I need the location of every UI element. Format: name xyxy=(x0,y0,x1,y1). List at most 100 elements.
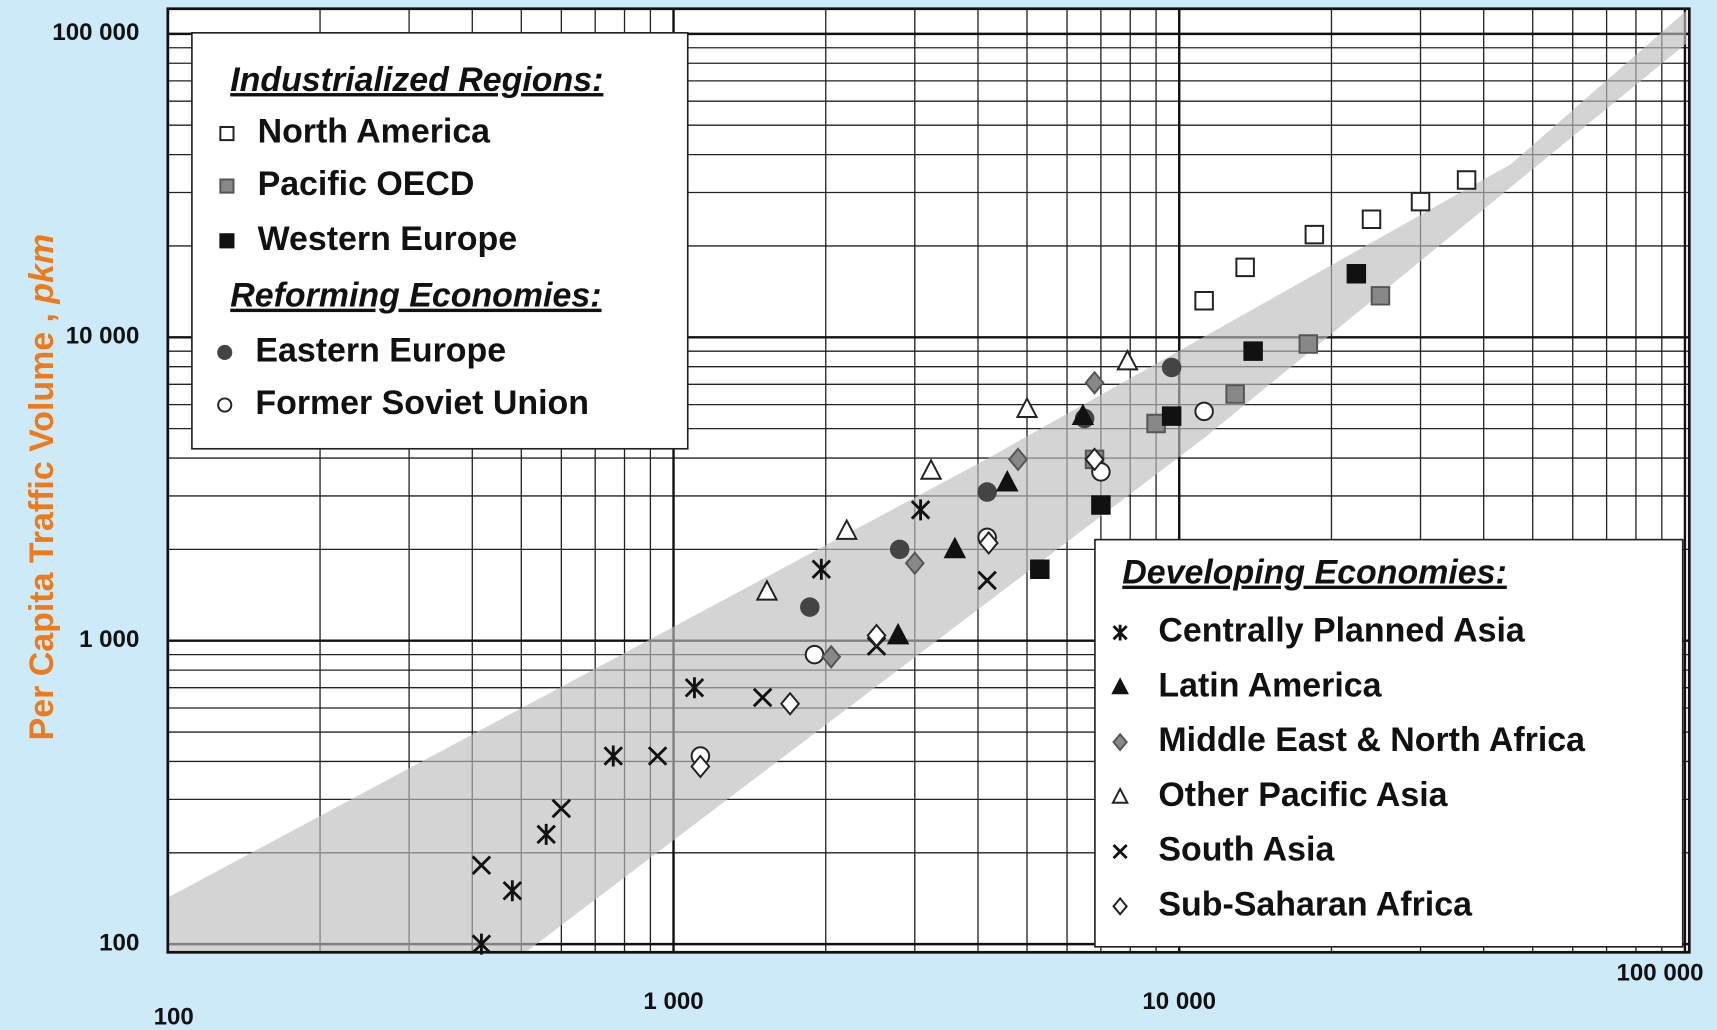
marker xyxy=(1456,170,1477,190)
legend-marker xyxy=(1112,624,1128,641)
marker xyxy=(502,880,523,902)
trend-band xyxy=(167,10,1687,953)
marker xyxy=(1194,290,1214,311)
legend-label: Latin America xyxy=(1158,666,1382,704)
series xyxy=(1194,170,1477,311)
marker xyxy=(755,579,779,601)
marker xyxy=(1146,413,1166,434)
series xyxy=(800,357,1182,617)
marker xyxy=(684,677,705,699)
marker xyxy=(471,855,492,875)
marker xyxy=(1410,191,1431,212)
marker xyxy=(943,536,967,559)
marker xyxy=(647,746,668,766)
marker xyxy=(835,518,858,540)
marker xyxy=(904,551,925,576)
marker xyxy=(536,823,556,845)
marker xyxy=(811,558,832,580)
legend-marker xyxy=(219,233,235,249)
legend-title: Reforming Economies: xyxy=(230,277,601,315)
marks xyxy=(471,170,1477,955)
marker xyxy=(690,754,711,779)
legend-box xyxy=(191,32,689,450)
marker xyxy=(1304,224,1325,245)
marker xyxy=(1161,406,1182,426)
marker xyxy=(1084,370,1105,395)
series xyxy=(755,348,1139,601)
marker xyxy=(1225,384,1245,404)
legend-label: Other Pacific Asia xyxy=(1158,776,1448,814)
marker xyxy=(780,691,801,716)
marker xyxy=(804,644,825,665)
marker xyxy=(752,687,773,708)
marker xyxy=(866,623,887,648)
legend-label: Western Europe xyxy=(258,220,518,258)
series xyxy=(886,403,1095,645)
plot-frame xyxy=(166,7,1691,954)
marker xyxy=(910,499,931,521)
legend-label: Sub-Saharan Africa xyxy=(1158,885,1473,923)
x-tick-label: 10 000 xyxy=(1142,988,1216,1015)
marker xyxy=(1361,209,1382,229)
legend-box xyxy=(1094,538,1684,948)
marker xyxy=(1346,263,1367,284)
y-tick-label: 10 000 xyxy=(66,323,140,350)
legend-title: Industrialized Regions: xyxy=(230,61,603,99)
legend-marker xyxy=(1111,786,1129,804)
series xyxy=(690,447,1105,779)
legend-label: Centrally Planned Asia xyxy=(1158,612,1525,650)
legend-label: Pacific OECD xyxy=(258,165,475,203)
marker xyxy=(1235,257,1255,278)
marker xyxy=(1084,447,1105,472)
y-axis-label-text: Per Capita Traffic Volume , xyxy=(23,313,61,740)
legend-label: Middle East & North Africa xyxy=(1158,721,1586,759)
marker xyxy=(1116,348,1139,371)
legend-marker xyxy=(1112,896,1128,916)
series xyxy=(471,570,997,875)
marker xyxy=(889,539,910,560)
marker xyxy=(1007,447,1029,472)
marker xyxy=(821,644,842,669)
legend-marker xyxy=(1112,844,1128,860)
legend-marker xyxy=(217,344,233,360)
x-tick-label: 100 000 xyxy=(1616,960,1703,987)
marker xyxy=(800,597,820,617)
marker xyxy=(603,745,624,767)
marker xyxy=(1030,559,1050,579)
legend-marker xyxy=(1112,732,1128,752)
marker xyxy=(978,530,999,555)
y-tick-label: 100 xyxy=(99,929,139,956)
legend-marker xyxy=(1111,677,1129,695)
y-axis-label: Per Capita Traffic Volume , pkm xyxy=(23,234,61,740)
legend-marker xyxy=(219,125,235,142)
marker xyxy=(1071,403,1095,425)
marker xyxy=(1091,495,1111,515)
legend-label: North America xyxy=(258,113,492,151)
marker xyxy=(977,482,997,502)
marker xyxy=(1298,334,1319,354)
legend-label: South Asia xyxy=(1158,831,1335,869)
marker xyxy=(1243,341,1263,361)
marker xyxy=(886,622,910,645)
legend-marker xyxy=(217,397,233,413)
legend: Industrialized Regions: North America Paci… xyxy=(217,61,1586,923)
x-tick-label: 100 xyxy=(154,1003,194,1030)
y-tick-label: 100 000 xyxy=(52,19,139,46)
marker xyxy=(995,469,1019,492)
marker xyxy=(551,798,572,819)
y-axis-label-unit: pkm xyxy=(23,234,61,305)
x-tick-label: 1 000 xyxy=(643,988,703,1015)
legend-title: Developing Economies: xyxy=(1122,554,1507,592)
marker xyxy=(1194,401,1214,422)
marker xyxy=(1370,286,1391,306)
marker xyxy=(1161,357,1182,378)
marker xyxy=(1015,396,1039,418)
series xyxy=(821,370,1105,669)
marker xyxy=(919,458,943,480)
legend-label: Former Soviet Union xyxy=(255,384,589,422)
legend-marker xyxy=(219,178,235,194)
series xyxy=(1030,263,1367,579)
marker xyxy=(977,570,997,591)
